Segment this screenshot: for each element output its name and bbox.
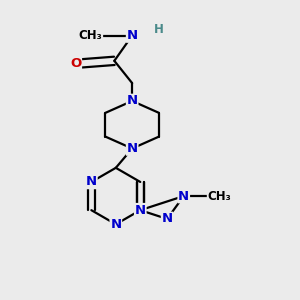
Text: N: N bbox=[178, 190, 189, 202]
Text: CH₃: CH₃ bbox=[208, 190, 231, 202]
Text: N: N bbox=[127, 94, 138, 107]
Text: N: N bbox=[86, 176, 97, 188]
Text: O: O bbox=[70, 57, 81, 70]
Text: CH₃: CH₃ bbox=[79, 29, 102, 42]
Text: N: N bbox=[127, 29, 138, 42]
Text: H: H bbox=[154, 23, 164, 36]
Text: N: N bbox=[110, 218, 122, 231]
Text: N: N bbox=[135, 204, 146, 217]
Text: N: N bbox=[127, 142, 138, 155]
Text: N: N bbox=[162, 212, 173, 225]
